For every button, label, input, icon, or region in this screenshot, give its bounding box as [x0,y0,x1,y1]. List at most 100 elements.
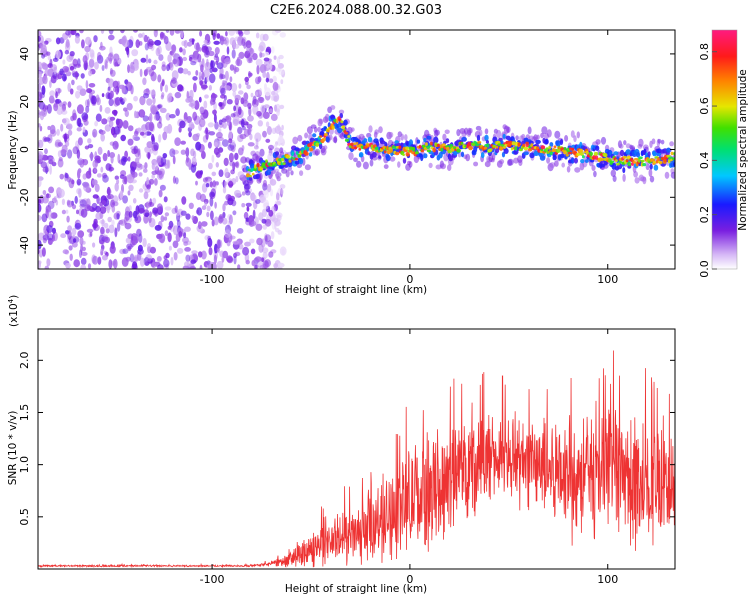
ridge-point [514,146,518,151]
noise-blob [252,53,258,61]
noise-blob [127,125,134,132]
noise-blob [145,88,150,93]
noise-blob [265,138,271,143]
noise-blob [109,68,113,75]
noise-blob [224,167,229,178]
noise-blob [42,136,48,143]
ridge-point [468,128,473,134]
noise-blob [241,118,245,128]
noise-blob [122,177,127,185]
noise-blob [154,30,158,33]
noise-blob [87,144,94,149]
ridge-point [579,152,584,156]
spectrogram-ticks: -100 0 100 -40 -20 0 20 40 [18,30,675,286]
noise-blob [109,245,116,254]
ridge-point [630,162,635,166]
noise-blob [243,30,251,35]
ridge-point [591,165,596,171]
noise-blob [242,125,246,131]
noise-blob [219,73,224,80]
noise-blob [65,39,70,48]
noise-blob [89,153,94,159]
ridge-point [315,142,320,147]
ridge-point [295,151,299,155]
noise-blob [130,179,137,184]
ridge-point [478,129,483,137]
noise-blob [255,58,263,67]
noise-blob [264,51,270,56]
noise-blob [153,142,159,151]
noise-blob [38,101,46,110]
noise-blob [255,138,259,148]
noise-blob [147,246,152,254]
noise-blob [207,122,215,128]
noise-blob [83,182,90,192]
ridge-point [444,129,450,135]
noise-blob [159,184,166,191]
noise-blob [268,251,274,258]
ridge-point [541,126,548,135]
noise-blob [162,131,168,141]
noise-blob [127,156,131,162]
noise-blob [189,266,196,269]
noise-blob [245,190,251,196]
ridge-point [304,164,311,171]
colorbar-tick-label: 0.4 [698,152,711,170]
noise-blob [107,86,111,91]
noise-blob [88,70,93,77]
ridge-point [499,159,505,165]
noise-blob [171,44,177,53]
noise-blob [57,142,63,147]
noise-blob [248,57,253,64]
noise-blob [69,88,74,95]
ridge-point [255,173,260,179]
noise-blob [114,227,118,238]
ridge-point [549,162,556,168]
noise-blob [201,221,208,227]
ridge-point [388,131,394,138]
noise-blob [67,82,71,93]
colorbar: 0.0 0.2 0.4 0.6 0.8 Normalized spectral ampl… [698,29,749,278]
noise-blob [130,84,134,95]
noise-blob [94,151,98,160]
ridge-point [351,146,355,150]
ridge-point [319,135,323,138]
noise-blob [96,173,102,178]
ridge-point [389,156,396,162]
noise-blob [169,114,176,119]
ridge-point [405,152,410,157]
noise-blob [203,68,210,78]
noise-blob [69,65,75,71]
noise-blob [208,247,213,256]
noise-blob [161,64,167,72]
x-tick-label: 100 [597,273,618,286]
snr-ylabel: SNR (10 * v/v) [7,411,19,486]
noise-blob [56,106,63,115]
noise-blob [209,98,214,107]
ridge-point [468,145,473,151]
noise-blob [101,254,108,261]
noise-blob [193,82,197,93]
noise-blob [149,198,152,206]
ridge-point [338,109,345,115]
noise-blob [174,205,178,213]
noise-blob [42,238,47,244]
ridge-point [428,162,433,169]
noise-blob [226,120,231,127]
noise-blob [179,120,186,129]
noise-blob [149,89,156,96]
noise-blob [249,238,255,244]
ridge-point [595,139,601,145]
noise-blob [226,99,233,105]
noise-blob [188,102,195,107]
noise-blob [149,149,154,154]
ridge-point [522,143,526,148]
noise-blob [97,51,102,61]
noise-blob [145,201,149,210]
noise-blob [205,46,212,52]
noise-blob [171,80,179,88]
noise-blob [247,115,254,122]
noise-blob [157,104,162,109]
noise-blob [155,47,161,57]
noise-blob [252,209,256,219]
